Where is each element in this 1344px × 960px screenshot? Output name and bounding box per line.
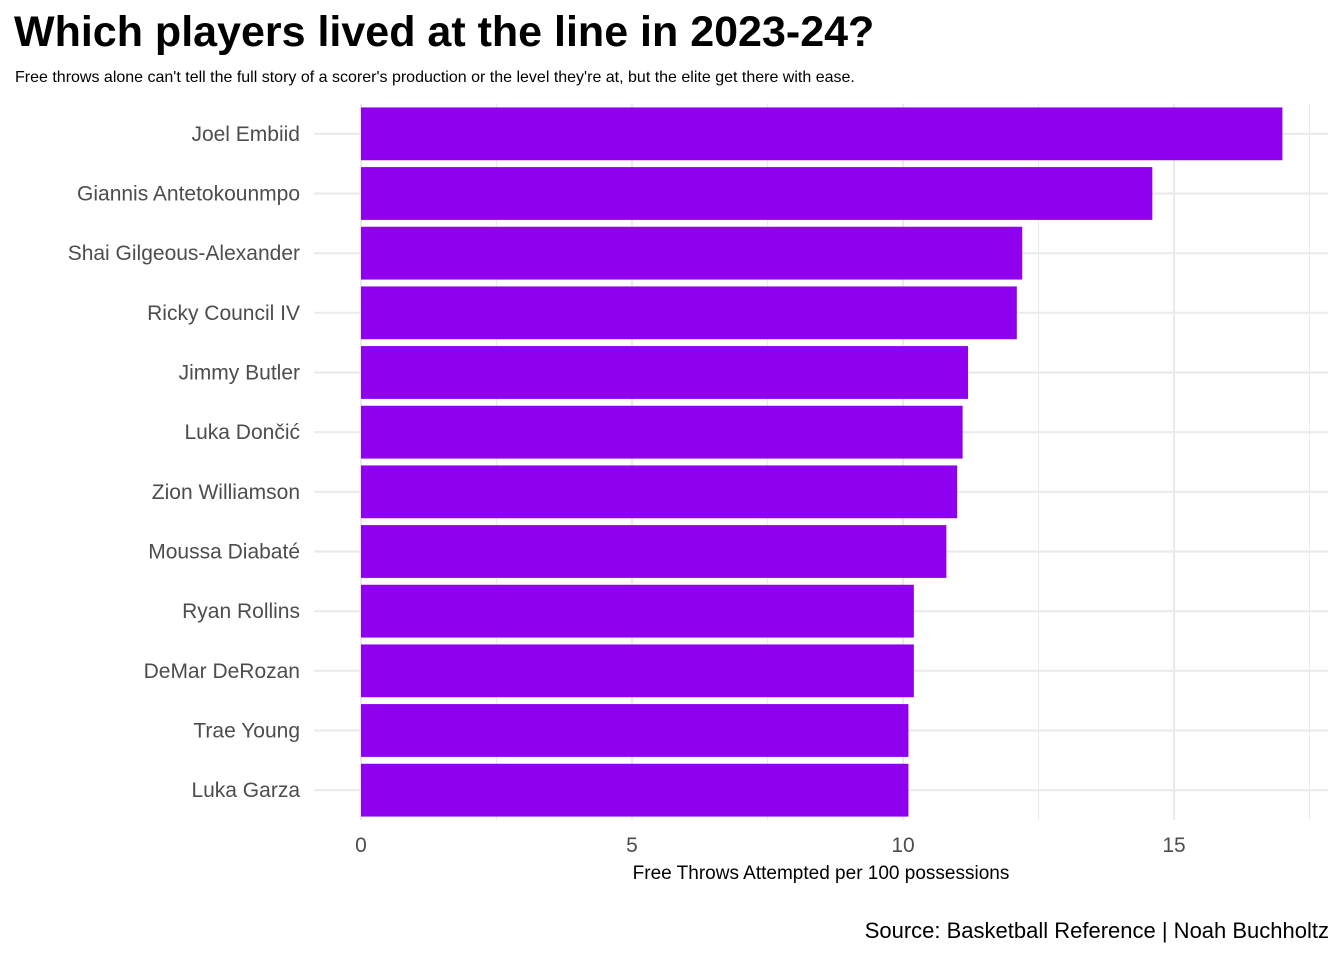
category-label: DeMar DeRozan: [144, 660, 300, 683]
bar: [361, 226, 1023, 280]
category-label: Trae Young: [193, 720, 300, 743]
bar: [361, 644, 914, 698]
bars: [361, 107, 1283, 817]
category-label: Ricky Council IV: [147, 302, 300, 325]
category-label: Moussa Diabaté: [148, 541, 300, 564]
chart-title: Which players lived at the line in 2023-…: [14, 8, 875, 56]
x-tick-labels: 0 5 10 15: [355, 834, 1186, 857]
category-label: Shai Gilgeous-Alexander: [68, 242, 300, 265]
bar: [361, 525, 947, 578]
bar: [361, 465, 958, 519]
bar: [361, 763, 909, 817]
category-label: Giannis Antetokounmpo: [77, 183, 300, 206]
bar: [361, 286, 1017, 340]
category-label: Joel Embiid: [191, 123, 300, 146]
x-axis-title: Free Throws Attempted per 100 possession…: [633, 863, 1010, 884]
bar: [361, 704, 909, 757]
category-label: Luka Dončić: [184, 421, 300, 444]
category-label: Luka Garza: [191, 779, 300, 802]
bar: [361, 107, 1283, 161]
bar: [361, 405, 963, 459]
x-tick-label: 0: [355, 834, 367, 857]
bar: [361, 346, 969, 399]
source-caption: Source: Basketball Reference | Noah Buch…: [864, 918, 1329, 943]
category-label: Jimmy Butler: [179, 362, 300, 385]
x-tick-label: 5: [626, 834, 638, 857]
x-tick-label: 15: [1162, 834, 1185, 857]
x-tick-label: 10: [891, 834, 914, 857]
category-labels: Joel Embiid Giannis Antetokounmpo Shai Gil…: [68, 123, 301, 802]
bar: [361, 584, 914, 638]
category-label: Ryan Rollins: [182, 600, 300, 623]
chart-subtitle: Free throws alone can't tell the full st…: [15, 69, 855, 86]
bar: [361, 167, 1153, 220]
category-label: Zion Williamson: [152, 481, 300, 504]
